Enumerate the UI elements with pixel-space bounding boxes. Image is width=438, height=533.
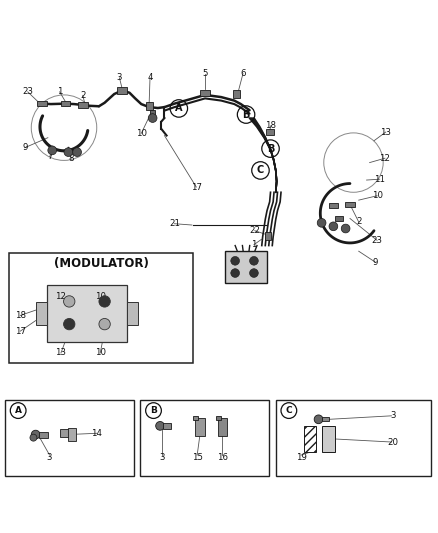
Circle shape — [341, 224, 350, 233]
Text: 17: 17 — [191, 182, 202, 191]
Bar — [233, 90, 240, 98]
Text: 12: 12 — [56, 292, 67, 301]
Bar — [328, 203, 338, 208]
Text: 10: 10 — [136, 129, 147, 138]
Bar — [60, 429, 71, 437]
Text: 7: 7 — [259, 265, 265, 274]
Bar — [5, 400, 134, 476]
Text: 14: 14 — [91, 429, 102, 438]
Text: 2: 2 — [356, 217, 361, 227]
Bar — [276, 400, 431, 476]
Text: 9: 9 — [373, 257, 378, 266]
Circle shape — [30, 434, 37, 441]
Circle shape — [99, 318, 110, 330]
Text: 3: 3 — [159, 453, 165, 462]
Text: 8: 8 — [69, 154, 74, 163]
Bar — [10, 253, 193, 362]
Circle shape — [48, 146, 57, 155]
Text: 5: 5 — [202, 69, 208, 78]
Circle shape — [148, 114, 157, 123]
Text: 16: 16 — [217, 453, 228, 462]
Circle shape — [31, 430, 40, 439]
Bar — [150, 110, 155, 116]
Text: 23: 23 — [371, 236, 382, 245]
Text: 22: 22 — [249, 226, 260, 235]
Bar — [163, 423, 171, 429]
Bar — [60, 101, 70, 107]
Text: B: B — [267, 143, 274, 154]
Circle shape — [64, 148, 73, 157]
Text: C: C — [286, 406, 292, 415]
Circle shape — [99, 296, 110, 307]
Text: 19: 19 — [296, 453, 307, 462]
Text: 10: 10 — [371, 191, 382, 200]
Text: 9: 9 — [22, 143, 28, 152]
Bar — [193, 416, 198, 420]
Text: C: C — [257, 165, 264, 175]
Circle shape — [250, 256, 258, 265]
Bar — [218, 418, 227, 436]
Bar — [146, 102, 152, 110]
Text: 10: 10 — [95, 292, 106, 301]
Bar — [200, 90, 210, 96]
Circle shape — [73, 148, 81, 157]
Bar — [266, 130, 275, 135]
Text: 7: 7 — [47, 152, 53, 161]
Bar — [195, 418, 205, 436]
Bar — [225, 251, 267, 282]
Text: 18: 18 — [265, 122, 276, 131]
Text: B: B — [242, 110, 250, 119]
Circle shape — [64, 318, 75, 330]
Text: 15: 15 — [192, 453, 203, 462]
Text: 23: 23 — [22, 87, 33, 96]
Circle shape — [250, 269, 258, 277]
Text: (MODULATOR): (MODULATOR) — [54, 256, 148, 270]
Text: 4: 4 — [147, 74, 153, 83]
Bar — [68, 428, 76, 441]
Circle shape — [329, 222, 338, 231]
Text: 3: 3 — [47, 453, 53, 462]
Bar — [345, 202, 355, 207]
Text: 18: 18 — [15, 311, 26, 320]
Bar — [39, 432, 48, 438]
Text: 11: 11 — [374, 175, 385, 184]
Text: 2: 2 — [80, 91, 85, 100]
Circle shape — [231, 256, 240, 265]
Bar — [216, 416, 221, 420]
Circle shape — [317, 219, 326, 227]
Bar — [35, 302, 46, 325]
Bar — [322, 417, 329, 422]
Text: 8: 8 — [234, 265, 239, 274]
Bar — [265, 232, 271, 240]
Bar — [37, 101, 47, 107]
Text: 1: 1 — [251, 240, 257, 249]
Text: 13: 13 — [56, 349, 67, 358]
Text: 13: 13 — [380, 127, 391, 136]
Text: 3: 3 — [117, 74, 122, 83]
Bar — [46, 285, 127, 342]
Bar — [335, 216, 343, 221]
Bar — [78, 102, 88, 108]
Circle shape — [155, 422, 164, 430]
Text: 12: 12 — [379, 154, 390, 163]
Bar — [321, 426, 335, 452]
Text: 3: 3 — [390, 411, 396, 421]
Circle shape — [231, 269, 240, 277]
Text: 20: 20 — [387, 438, 398, 447]
Text: 1: 1 — [57, 87, 62, 96]
Bar — [127, 302, 138, 325]
Text: 6: 6 — [240, 69, 246, 78]
Bar — [117, 87, 127, 94]
Bar — [141, 400, 269, 476]
Bar — [304, 426, 316, 452]
Text: A: A — [14, 406, 21, 415]
Text: 10: 10 — [95, 349, 106, 358]
Text: 17: 17 — [15, 327, 26, 336]
Circle shape — [314, 415, 323, 424]
Text: B: B — [150, 406, 157, 415]
Text: A: A — [175, 103, 183, 114]
Text: 21: 21 — [169, 219, 180, 228]
Circle shape — [64, 296, 75, 307]
